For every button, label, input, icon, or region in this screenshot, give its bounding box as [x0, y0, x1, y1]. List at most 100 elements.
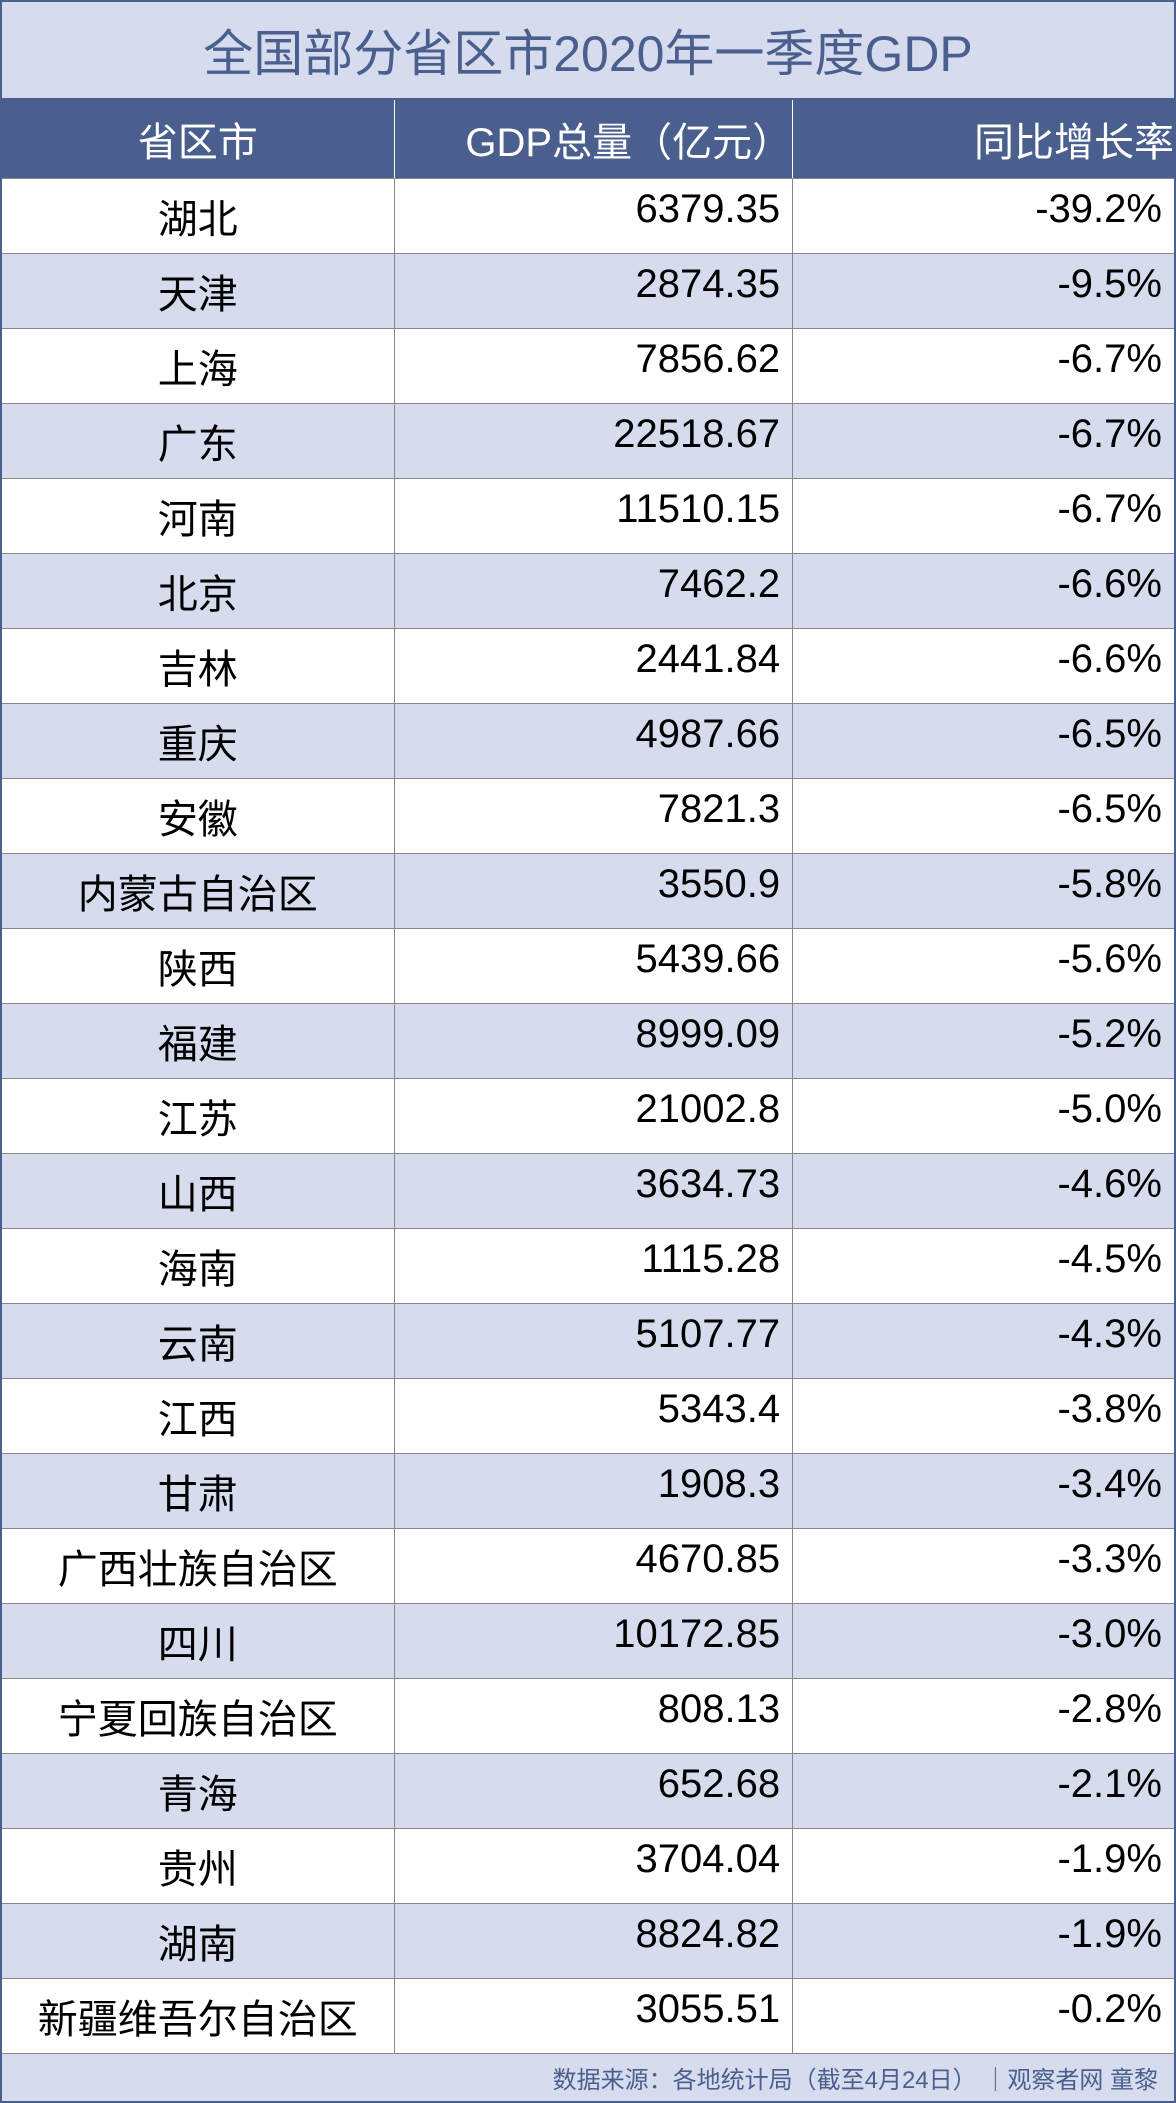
- cell-growth: -39.2%: [793, 179, 1174, 253]
- table-row: 北京7462.2-6.6%: [2, 553, 1174, 628]
- cell-growth: -9.5%: [793, 254, 1174, 328]
- table-header-row: 省区市 GDP总量（亿元） 同比增长率: [2, 100, 1174, 178]
- table-row: 海南1115.28-4.5%: [2, 1228, 1174, 1303]
- cell-growth: -4.5%: [793, 1229, 1174, 1303]
- cell-province: 湖南: [2, 1904, 395, 1978]
- cell-gdp: 3634.73: [395, 1154, 793, 1228]
- cell-province: 内蒙古自治区: [2, 854, 395, 928]
- table-row: 福建8999.09-5.2%: [2, 1003, 1174, 1078]
- table-row: 江苏21002.8-5.0%: [2, 1078, 1174, 1153]
- cell-province: 天津: [2, 254, 395, 328]
- cell-province: 贵州: [2, 1829, 395, 1903]
- cell-gdp: 3704.04: [395, 1829, 793, 1903]
- table-row: 河南11510.15-6.7%: [2, 478, 1174, 553]
- cell-gdp: 7821.3: [395, 779, 793, 853]
- cell-growth: -5.8%: [793, 854, 1174, 928]
- cell-growth: -6.7%: [793, 404, 1174, 478]
- cell-gdp: 4670.85: [395, 1529, 793, 1603]
- table-row: 内蒙古自治区3550.9-5.8%: [2, 853, 1174, 928]
- table-row: 吉林2441.84-6.6%: [2, 628, 1174, 703]
- cell-province: 北京: [2, 554, 395, 628]
- table-row: 云南5107.77-4.3%: [2, 1303, 1174, 1378]
- table-row: 重庆4987.66-6.5%: [2, 703, 1174, 778]
- header-province: 省区市: [2, 100, 395, 178]
- cell-province: 江苏: [2, 1079, 395, 1153]
- cell-province: 宁夏回族自治区: [2, 1679, 395, 1753]
- table-row: 广西壮族自治区4670.85-3.3%: [2, 1528, 1174, 1603]
- table-row: 湖南8824.82-1.9%: [2, 1903, 1174, 1978]
- cell-gdp: 11510.15: [395, 479, 793, 553]
- cell-gdp: 5439.66: [395, 929, 793, 1003]
- cell-province: 福建: [2, 1004, 395, 1078]
- table-row: 安徽7821.3-6.5%: [2, 778, 1174, 853]
- table-row: 天津2874.35-9.5%: [2, 253, 1174, 328]
- cell-province: 海南: [2, 1229, 395, 1303]
- cell-province: 陕西: [2, 929, 395, 1003]
- cell-gdp: 3550.9: [395, 854, 793, 928]
- cell-gdp: 2441.84: [395, 629, 793, 703]
- cell-growth: -4.3%: [793, 1304, 1174, 1378]
- cell-growth: -2.1%: [793, 1754, 1174, 1828]
- table-row: 江西5343.4-3.8%: [2, 1378, 1174, 1453]
- cell-growth: -2.8%: [793, 1679, 1174, 1753]
- table-row: 上海7856.62-6.7%: [2, 328, 1174, 403]
- cell-gdp: 5107.77: [395, 1304, 793, 1378]
- cell-growth: -0.2%: [793, 1979, 1174, 2053]
- cell-gdp: 8824.82: [395, 1904, 793, 1978]
- cell-gdp: 7462.2: [395, 554, 793, 628]
- table-row: 甘肃1908.3-3.4%: [2, 1453, 1174, 1528]
- cell-growth: -3.0%: [793, 1604, 1174, 1678]
- table-body: 湖北6379.35-39.2%天津2874.35-9.5%上海7856.62-6…: [2, 178, 1174, 2053]
- cell-province: 甘肃: [2, 1454, 395, 1528]
- cell-growth: -6.6%: [793, 554, 1174, 628]
- cell-growth: -6.5%: [793, 779, 1174, 853]
- cell-province: 山西: [2, 1154, 395, 1228]
- header-gdp: GDP总量（亿元）: [395, 100, 793, 178]
- table-row: 湖北6379.35-39.2%: [2, 178, 1174, 253]
- cell-gdp: 6379.35: [395, 179, 793, 253]
- table-row: 贵州3704.04-1.9%: [2, 1828, 1174, 1903]
- table-row: 陕西5439.66-5.6%: [2, 928, 1174, 1003]
- cell-province: 湖北: [2, 179, 395, 253]
- table-title: 全国部分省区市2020年一季度GDP: [2, 2, 1174, 100]
- cell-growth: -3.4%: [793, 1454, 1174, 1528]
- table-row: 青海652.68-2.1%: [2, 1753, 1174, 1828]
- cell-province: 河南: [2, 479, 395, 553]
- cell-province: 吉林: [2, 629, 395, 703]
- cell-growth: -1.9%: [793, 1904, 1174, 1978]
- cell-growth: -5.6%: [793, 929, 1174, 1003]
- cell-gdp: 652.68: [395, 1754, 793, 1828]
- cell-gdp: 7856.62: [395, 329, 793, 403]
- table-footer: 数据来源：各地统计局（截至4月24日） ｜观察者网 童黎: [2, 2053, 1174, 2101]
- cell-province: 四川: [2, 1604, 395, 1678]
- cell-gdp: 5343.4: [395, 1379, 793, 1453]
- table-row: 宁夏回族自治区808.13-2.8%: [2, 1678, 1174, 1753]
- cell-growth: -3.8%: [793, 1379, 1174, 1453]
- cell-growth: -4.6%: [793, 1154, 1174, 1228]
- cell-province: 广东: [2, 404, 395, 478]
- cell-gdp: 1115.28: [395, 1229, 793, 1303]
- cell-gdp: 10172.85: [395, 1604, 793, 1678]
- cell-gdp: 3055.51: [395, 1979, 793, 2053]
- table-row: 山西3634.73-4.6%: [2, 1153, 1174, 1228]
- header-growth: 同比增长率: [793, 100, 1174, 178]
- cell-growth: -6.7%: [793, 329, 1174, 403]
- cell-growth: -6.5%: [793, 704, 1174, 778]
- cell-growth: -5.0%: [793, 1079, 1174, 1153]
- cell-province: 江西: [2, 1379, 395, 1453]
- table-row: 新疆维吾尔自治区3055.51-0.2%: [2, 1978, 1174, 2053]
- cell-growth: -5.2%: [793, 1004, 1174, 1078]
- cell-gdp: 21002.8: [395, 1079, 793, 1153]
- cell-gdp: 22518.67: [395, 404, 793, 478]
- cell-province: 青海: [2, 1754, 395, 1828]
- cell-growth: -3.3%: [793, 1529, 1174, 1603]
- gdp-table: 全国部分省区市2020年一季度GDP 省区市 GDP总量（亿元） 同比增长率 湖…: [0, 0, 1176, 2103]
- table-row: 广东22518.67-6.7%: [2, 403, 1174, 478]
- cell-province: 新疆维吾尔自治区: [2, 1979, 395, 2053]
- cell-growth: -6.6%: [793, 629, 1174, 703]
- cell-province: 上海: [2, 329, 395, 403]
- table-row: 四川10172.85-3.0%: [2, 1603, 1174, 1678]
- cell-growth: -6.7%: [793, 479, 1174, 553]
- cell-growth: -1.9%: [793, 1829, 1174, 1903]
- cell-province: 安徽: [2, 779, 395, 853]
